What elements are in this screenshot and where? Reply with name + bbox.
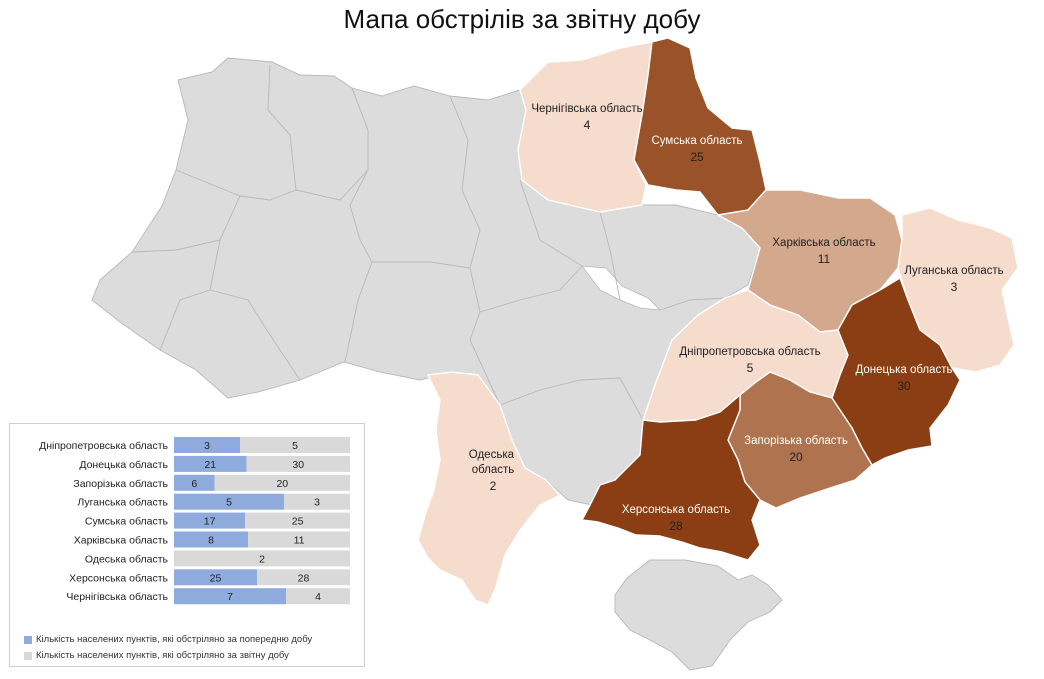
bar-category-label: Чернігівська область [66,591,168,603]
bar-category-label: Херсонська область [69,572,168,584]
bar-category-label: Донецька область [79,459,168,471]
value-odesa: 2 [490,479,497,493]
bar-category-label: Одеська область [85,553,169,565]
legend-swatch-curr [24,651,32,660]
bar-current-value-label: 30 [292,459,304,471]
region-odesa [417,371,561,606]
bar-prev-value-label: 6 [191,478,197,490]
bar-category-label: Харківська область [74,535,169,547]
oblast-borders [131,64,726,421]
bar-current-value-label: 11 [294,535,305,547]
region-kherson [581,394,761,561]
legend-label-curr: Кількість населених пунктів, які обстріл… [36,650,289,661]
bar-current-value-label: 3 [314,497,320,509]
crimea [614,559,783,671]
region-chernihiv [517,41,653,213]
bar-category-label: Сумська область [85,516,169,528]
bar-current-value-label: 4 [315,591,321,603]
value-kherson: 28 [669,519,683,533]
bar-prev-day [174,569,258,586]
legend-item-prev: Кількість населених пунктів, які обстріл… [24,634,312,645]
value-dnipro: 5 [747,361,754,375]
bar-chart-panel: Дніпропетровська область 3 5 Донецька облас… [9,423,365,667]
stacked-bar-chart: Дніпропетровська область 3 5 Донецька облас… [39,437,350,605]
bar-category-label: Луганська область [77,497,168,509]
label-dnipro: Дніпропетровська область [679,346,820,358]
bar-current-value-label: 2 [259,553,265,565]
bar-prev-value-label: 17 [204,516,216,528]
label-chernihiv: Чернігівська область [531,103,642,115]
bar-prev-value-label: 8 [208,535,214,547]
bar-current-day [245,512,350,529]
label-odesa: Одеська область [469,449,517,476]
label-zaporizhzhia: Запорізька область [744,435,848,447]
region-sumy [633,37,767,216]
bar-current-value-label: 20 [276,478,288,490]
grey-regions [91,57,783,671]
bar-current-day [174,550,350,567]
page-title: Мапа обстрілів за звітну добу [343,4,701,34]
legend-label-prev: Кількість населених пунктів, які обстріл… [36,634,313,645]
value-chernihiv: 4 [584,118,591,132]
bar-current-day [284,493,350,510]
bar-prev-day [174,588,286,605]
bar-current-day [257,569,350,586]
bar-category-label: Дніпропетровська область [39,440,168,452]
region-labels: Чернігівська область 4 Сумська область 2… [469,103,1004,533]
legend-swatch-prev [24,635,32,644]
legend-item-curr: Кількість населених пунктів, які обстріл… [24,650,289,661]
bar-current-day [214,474,350,491]
bar-current-value-label: 28 [298,572,310,584]
bar-current-day [246,455,350,472]
label-kherson: Херсонська область [622,504,730,516]
label-luhansk: Луганська область [904,265,1003,277]
bar-current-value-label: 5 [292,440,298,452]
value-kharkiv: 11 [818,252,831,266]
value-zaporizhzhia: 20 [789,450,803,464]
bar-current-day [248,531,350,548]
bar-current-value-label: 25 [292,516,304,528]
bar-current-day [240,437,350,453]
bar-prev-value-label: 7 [227,591,233,603]
label-kharkiv: Харківська область [772,237,875,249]
value-sumy: 25 [690,150,704,164]
highlighted-regions [417,37,1019,606]
bar-prev-value-label: 25 [210,572,222,584]
bar-prev-day [174,531,249,548]
bar-prev-day [174,474,215,491]
bar-prev-day [174,455,247,472]
label-sumy: Сумська область [651,135,742,147]
bar-category-label: Запорізька область [73,478,168,490]
value-luhansk: 3 [951,280,958,294]
label-donetsk: Донецька область [855,364,952,376]
label-odesa-line2: область [472,464,515,476]
bar-prev-day [174,512,246,529]
bar-prev-value-label: 3 [204,440,210,452]
bar-prev-value-label: 5 [226,497,232,509]
bar-prev-value-label: 21 [204,459,216,471]
bar-prev-day [174,437,240,453]
bar-prev-day [174,493,284,510]
label-odesa-line1: Одеська [469,449,515,461]
bar-current-day [286,588,350,605]
value-donetsk: 30 [897,379,911,393]
